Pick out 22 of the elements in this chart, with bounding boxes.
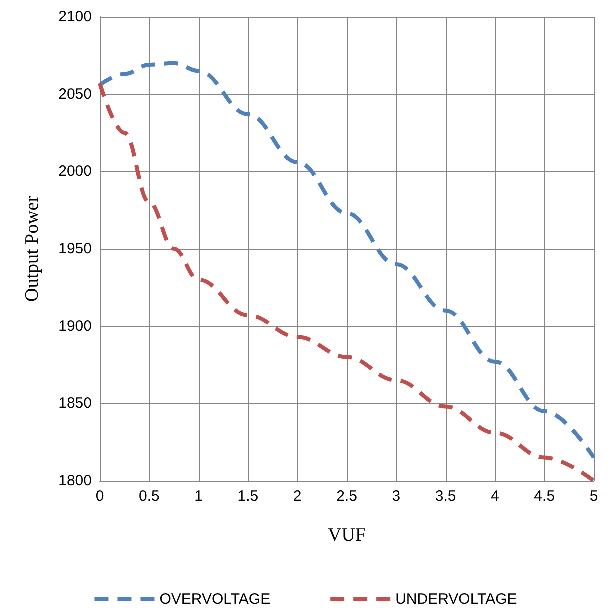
y-tick-label: 1950 [58, 240, 92, 258]
x-tick-label: 5 [590, 488, 598, 505]
x-tick-label: 0 [96, 488, 104, 505]
x-tick-label: 4.5 [534, 488, 556, 505]
y-tick-label: 1800 [58, 472, 92, 490]
x-tick-label: 2.5 [336, 488, 358, 505]
y-tick-label: 1900 [58, 318, 92, 335]
x-axis-title: VUF [328, 525, 366, 546]
x-tick-label: 2 [293, 488, 302, 505]
x-tick-label: 1.5 [238, 488, 259, 505]
x-tick-label: 3.5 [435, 488, 456, 505]
y-axis-title: Output Power [22, 195, 43, 302]
x-tick-label: 4 [491, 488, 500, 505]
y-tick-label: 2100 [58, 8, 92, 26]
legend-label: OVERVOLTAGE [160, 591, 271, 608]
y-tick-label: 1850 [58, 395, 92, 412]
x-tick-label: 3 [392, 488, 401, 505]
y-tick-label: 2050 [58, 86, 92, 103]
x-tick-label: 1 [194, 488, 203, 505]
x-tick-label: 0.5 [138, 488, 160, 505]
y-tick-label: 2000 [58, 163, 92, 180]
legend-label: UNDERVOLTAGE [396, 591, 518, 608]
